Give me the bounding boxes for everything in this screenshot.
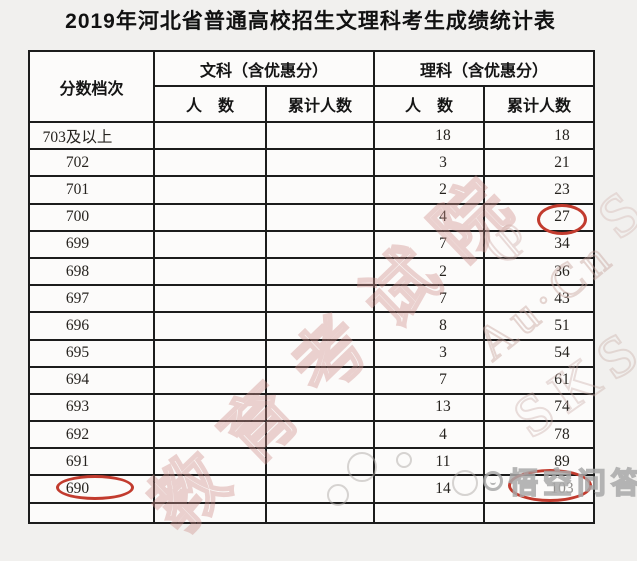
cell-score: 696 bbox=[28, 311, 155, 341]
score-statistics-table: 分数档次 文科（含优惠分） 理科（含优惠分） 人 数 累计人数 人 数 累计人数… bbox=[28, 50, 596, 524]
cell-li-count: 3 bbox=[373, 338, 486, 368]
cell-wen-count bbox=[153, 338, 267, 368]
cell-wen-cumulative bbox=[264, 365, 376, 395]
table-header: 分数档次 文科（含优惠分） 理科（含优惠分） 人 数 累计人数 人 数 累计人数 bbox=[28, 50, 596, 123]
table-row: 700 4 27 bbox=[28, 202, 596, 232]
cell-wen-cumulative bbox=[264, 338, 376, 368]
header-wen-cumulative: 累计人数 bbox=[264, 85, 376, 123]
cell-li-cumulative: 78 bbox=[483, 420, 596, 450]
page-title: 2019年河北省普通高校招生文理科考生成绩统计表 bbox=[65, 10, 556, 33]
header-liberal-arts-group: 文科（含优惠分） bbox=[152, 50, 376, 87]
cell-wen-count bbox=[153, 447, 267, 477]
cell-score: 700 bbox=[28, 202, 155, 232]
cell-wen-cumulative bbox=[264, 229, 376, 259]
cell-wen-count bbox=[153, 148, 267, 178]
header-science-group: 理科（含优惠分） bbox=[373, 50, 596, 87]
cell-li-count: 4 bbox=[373, 202, 486, 232]
cell-li-cumulative: 74 bbox=[483, 392, 596, 423]
header-li-count: 人 数 bbox=[373, 85, 486, 123]
cell-wen-cumulative bbox=[264, 392, 376, 423]
cell-wen-count bbox=[153, 474, 267, 504]
cell-li-count: 8 bbox=[373, 311, 486, 341]
cell-score: 691 bbox=[28, 447, 155, 477]
cell-li-count: 13 bbox=[373, 392, 486, 423]
table-row: 697 7 43 bbox=[28, 284, 596, 314]
table-row: 703及以上 18 18 bbox=[28, 120, 596, 151]
cell-wen-count bbox=[153, 175, 267, 205]
table-row: 699 7 34 bbox=[28, 229, 596, 259]
table-row: 702 3 21 bbox=[28, 148, 596, 178]
cell-score: 697 bbox=[28, 284, 155, 314]
cell-score: 694 bbox=[28, 365, 155, 395]
red-circle-annotation-103 bbox=[508, 469, 592, 502]
cell-wen-cumulative bbox=[264, 120, 376, 151]
cell-wen-count bbox=[153, 311, 267, 341]
cell-score: 702 bbox=[28, 148, 155, 178]
watermark-swirl bbox=[452, 470, 478, 496]
cell-wen-count bbox=[153, 202, 267, 232]
cell-li-count: 7 bbox=[373, 365, 486, 395]
cell-wen-cumulative bbox=[264, 284, 376, 314]
cell-wen-cumulative bbox=[264, 148, 376, 178]
cell-li-cumulative: 43 bbox=[483, 284, 596, 314]
red-circle-annotation-690 bbox=[56, 475, 134, 500]
cell-li-cumulative: 23 bbox=[483, 175, 596, 205]
cell-wen-cumulative bbox=[264, 311, 376, 341]
table-row: 698 2 36 bbox=[28, 256, 596, 287]
cell-wen-count bbox=[153, 392, 267, 423]
table-row: 693 13 74 bbox=[28, 392, 596, 423]
cell-score: 695 bbox=[28, 338, 155, 368]
header-row-groups: 分数档次 文科（含优惠分） 理科（含优惠分） bbox=[28, 50, 596, 123]
table-row: 692 4 78 bbox=[28, 420, 596, 450]
cell-score: 693 bbox=[28, 392, 155, 423]
header-score-level: 分数档次 bbox=[28, 50, 155, 123]
cell-li-count: 7 bbox=[373, 229, 486, 259]
cell-li-count: 3 bbox=[373, 148, 486, 178]
cell-li-cumulative: 61 bbox=[483, 365, 596, 395]
red-circle-annotation-27 bbox=[537, 204, 587, 235]
cell-score: 703及以上 bbox=[28, 120, 155, 151]
header-wen-count: 人 数 bbox=[153, 85, 267, 123]
cell-li-count: 7 bbox=[373, 284, 486, 314]
watermark-swirl bbox=[347, 452, 377, 482]
cell-score: 692 bbox=[28, 420, 155, 450]
cell-wen-cumulative bbox=[264, 202, 376, 232]
cell-li-cumulative: 51 bbox=[483, 311, 596, 341]
cell-score: 701 bbox=[28, 175, 155, 205]
cell-wen-cumulative bbox=[264, 256, 376, 287]
cell-li-cumulative: 34 bbox=[483, 229, 596, 259]
cell-wen-cumulative bbox=[264, 420, 376, 450]
cell-wen-cumulative bbox=[264, 175, 376, 205]
table-body: 703及以上 18 18 702 3 21 701 2 23 700 4 27 … bbox=[28, 120, 596, 504]
cell-li-cumulative: 54 bbox=[483, 338, 596, 368]
cell-li-cumulative: 36 bbox=[483, 256, 596, 287]
cell-li-cumulative: 21 bbox=[483, 148, 596, 178]
cell-wen-count bbox=[153, 284, 267, 314]
table-row: 696 8 51 bbox=[28, 311, 596, 341]
cell-li-count: 2 bbox=[373, 256, 486, 287]
cell-wen-count bbox=[153, 365, 267, 395]
cell-wen-count bbox=[153, 420, 267, 450]
header-row-subcolumns: 人 数 累计人数 人 数 累计人数 bbox=[29, 85, 596, 123]
table-row: 694 7 61 bbox=[28, 365, 596, 395]
table-row: 691 11 89 bbox=[28, 447, 596, 477]
cell-li-count: 2 bbox=[373, 175, 486, 205]
header-li-cumulative: 累计人数 bbox=[483, 85, 596, 123]
cell-wen-count bbox=[153, 256, 267, 287]
cell-score: 699 bbox=[28, 229, 155, 259]
cell-score: 698 bbox=[28, 256, 155, 287]
cell-li-cumulative: 18 bbox=[483, 120, 596, 151]
watermark-swirl bbox=[396, 452, 412, 468]
table-row: 695 3 54 bbox=[28, 338, 596, 368]
cell-li-count: 18 bbox=[373, 120, 486, 151]
cell-wen-count bbox=[153, 229, 267, 259]
cell-wen-count bbox=[153, 120, 267, 151]
cell-li-count: 4 bbox=[373, 420, 486, 450]
watermark-swirl bbox=[327, 484, 349, 506]
table-row: 701 2 23 bbox=[28, 175, 596, 205]
